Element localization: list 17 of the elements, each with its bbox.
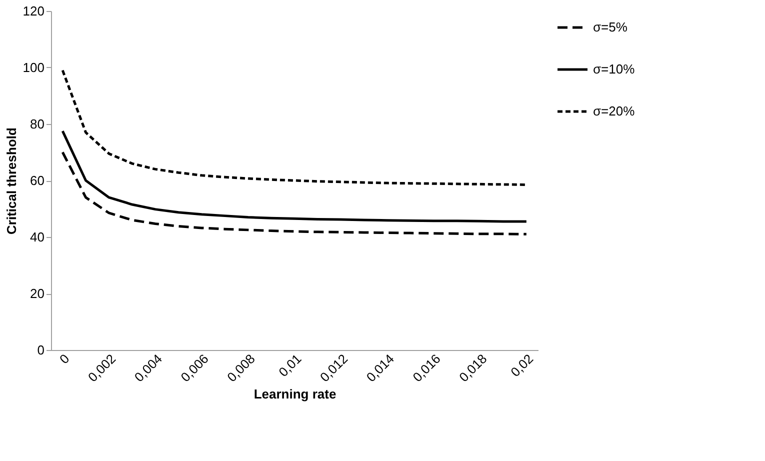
x-tick-label: 0,01 [276, 351, 304, 380]
legend-label: σ=5% [593, 20, 628, 34]
legend-label: σ=10% [593, 62, 636, 76]
y-tick-label: 80 [30, 116, 44, 132]
y-tick-label: 20 [30, 286, 44, 301]
x-tick-label: 0,02 [508, 351, 536, 380]
line-series [61, 130, 528, 223]
y-axis-title: Critical threshold [4, 127, 19, 234]
y-tick-label: 40 [30, 230, 44, 244]
y-tick-label: 60 [30, 173, 44, 188]
y-tick-label: 120 [22, 4, 44, 18]
legend-label: σ=20% [593, 104, 636, 118]
line-series [61, 151, 528, 236]
y-tick-label: 100 [22, 60, 44, 75]
x-tick-label: 0 [56, 351, 72, 367]
line-series [61, 69, 528, 186]
x-axis-title: Learning rate [254, 386, 336, 402]
